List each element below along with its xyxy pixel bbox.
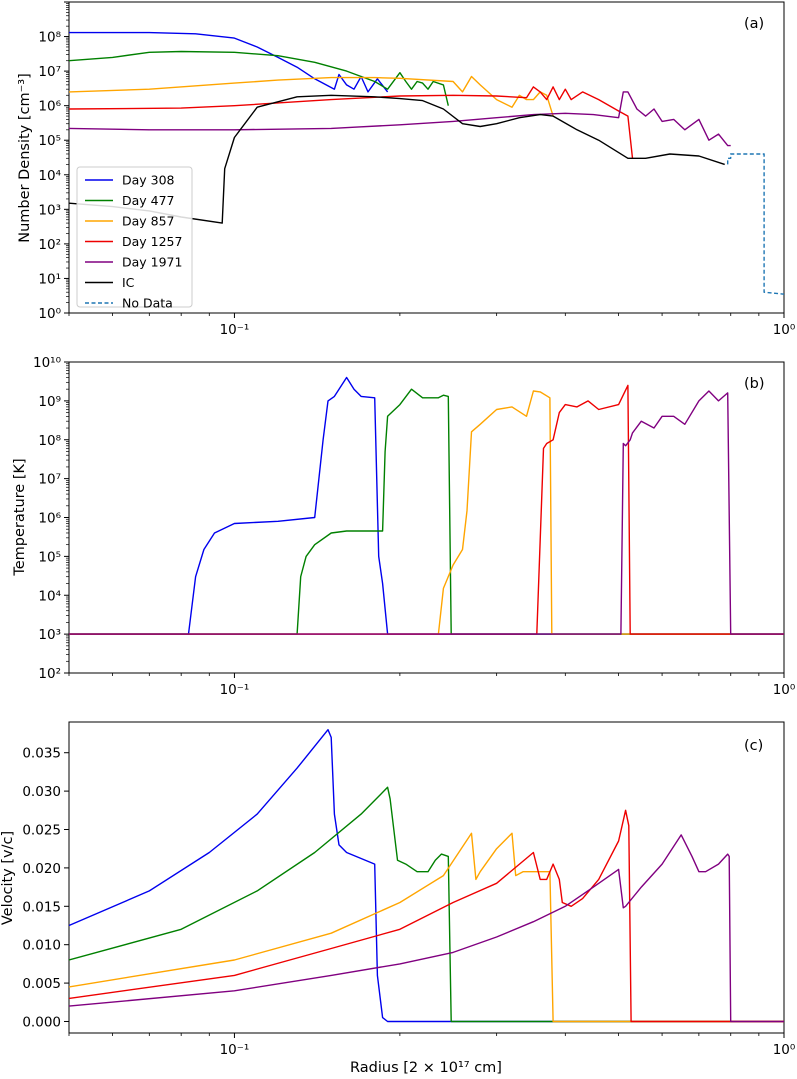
x-tick-label: 10⁰ <box>773 322 796 338</box>
y-tick-label: 0.010 <box>22 938 61 954</box>
series-line-day-1971 <box>69 91 731 147</box>
y-tick-label: 10³ <box>38 627 61 643</box>
panel-a-ylabel: Number Density [cm⁻³] <box>17 73 33 242</box>
y-tick-label: 10⁶ <box>38 99 61 115</box>
x-tick-label: 10⁰ <box>773 1042 796 1058</box>
series-line-day-1971 <box>69 390 784 635</box>
y-tick-label: 0.020 <box>22 861 61 877</box>
legend-box <box>76 166 193 308</box>
series-line-day-1971 <box>69 834 784 1023</box>
series-line-day-857 <box>69 75 554 117</box>
legend-label: IC <box>122 275 135 290</box>
panel-c-ticks: 10⁻¹ 10⁰ 0.000 0.005 0.010 0.015 0.020 0.025 0.0… <box>22 746 795 1058</box>
panel-b-ticks: 10⁻¹ 10⁰ 10² 10³ 10⁴ 10⁵ 10⁶ 10⁷ 10⁸ 10⁹ 10¹⁰ <box>33 355 795 698</box>
x-tick-label: 10⁻¹ <box>220 1042 250 1058</box>
series-line-no-data <box>727 153 784 295</box>
y-tick-label: 10⁷ <box>38 472 61 488</box>
panel-a-tag: (a) <box>744 16 764 32</box>
series-line-day-1257 <box>69 809 784 1023</box>
y-tick-label: 10¹ <box>38 271 61 287</box>
panel-a-ticks: 10⁻¹ 10⁰ 10⁰ 10¹ 10² 10³ 10⁴ 10⁵ 10⁶ 10⁷ 10⁸ <box>38 1 796 338</box>
series-line-day-477 <box>69 50 449 106</box>
y-tick-label: 0.005 <box>22 976 61 992</box>
y-tick-label: 10² <box>38 237 61 253</box>
y-tick-label: 10⁹ <box>38 394 61 410</box>
series-line-day-308 <box>69 376 784 635</box>
series-line-day-857 <box>69 832 784 1023</box>
panel-c-frame <box>68 721 785 1034</box>
y-tick-label: 10⁸ <box>38 433 61 449</box>
legend-label: No Data <box>122 296 173 311</box>
panel-c: 10⁻¹ 10⁰ 0.000 0.005 0.010 0.015 0.020 0.025 0.0… <box>0 721 795 1076</box>
legend-label: Day 308 <box>122 173 175 188</box>
panel-b-tag: (b) <box>744 376 765 392</box>
panel-b-frame <box>68 361 785 674</box>
y-tick-label: 10⁰ <box>38 306 61 322</box>
legend-label: Day 477 <box>122 193 175 208</box>
series-line-day-1257 <box>69 384 784 635</box>
panel-c-lines <box>69 729 784 1023</box>
y-tick-label: 0.035 <box>22 746 61 762</box>
legend: Day 308 Day 477 Day 857 Day 1257 Day 1971 IC N… <box>76 166 193 311</box>
panel-a-lines <box>69 31 784 295</box>
x-tick-label: 10⁻¹ <box>220 322 250 338</box>
legend-label: Day 857 <box>122 214 175 229</box>
series-line-day-308 <box>69 31 389 93</box>
y-tick-label: 10⁶ <box>38 511 61 527</box>
y-tick-label: 10² <box>38 666 61 682</box>
y-tick-label: 0.030 <box>22 784 61 800</box>
panel-c-xlabel: Radius [2 × 10¹⁷ cm] <box>350 1060 502 1076</box>
series-line-day-477 <box>69 786 784 1023</box>
x-tick-label: 10⁰ <box>773 682 796 698</box>
legend-label: Day 1257 <box>122 234 182 249</box>
panel-a: 10⁻¹ 10⁰ 10⁰ 10¹ 10² 10³ 10⁴ 10⁵ 10⁶ 10⁷ 10⁸ (a) N… <box>17 1 796 338</box>
panel-c-ylabel: Velocity [v/c] <box>0 831 16 925</box>
panel-b-ylabel: Temperature [K] <box>12 458 28 576</box>
y-tick-label: 10⁸ <box>38 30 61 46</box>
x-tick-label: 10⁻¹ <box>220 682 250 698</box>
series-line-day-477 <box>69 388 784 635</box>
panel-c-tag: (c) <box>744 738 763 754</box>
panel-b-lines <box>69 376 784 635</box>
y-tick-label: 10⁴ <box>38 168 61 184</box>
y-tick-label: 10⁵ <box>38 133 61 149</box>
y-tick-label: 10¹⁰ <box>33 355 61 371</box>
series-line-day-1257 <box>69 86 634 159</box>
series-line-day-308 <box>69 729 784 1023</box>
y-tick-label: 10⁵ <box>38 549 61 565</box>
legend-label: Day 1971 <box>122 255 182 270</box>
y-tick-label: 0.015 <box>22 899 61 915</box>
series-line-ic <box>69 94 725 224</box>
y-tick-label: 10³ <box>38 202 61 218</box>
y-tick-label: 0.000 <box>22 1014 61 1030</box>
series-line-day-857 <box>69 390 784 635</box>
y-tick-label: 10⁴ <box>38 588 61 604</box>
y-tick-label: 10⁷ <box>38 64 61 80</box>
y-tick-label: 0.025 <box>22 823 61 839</box>
